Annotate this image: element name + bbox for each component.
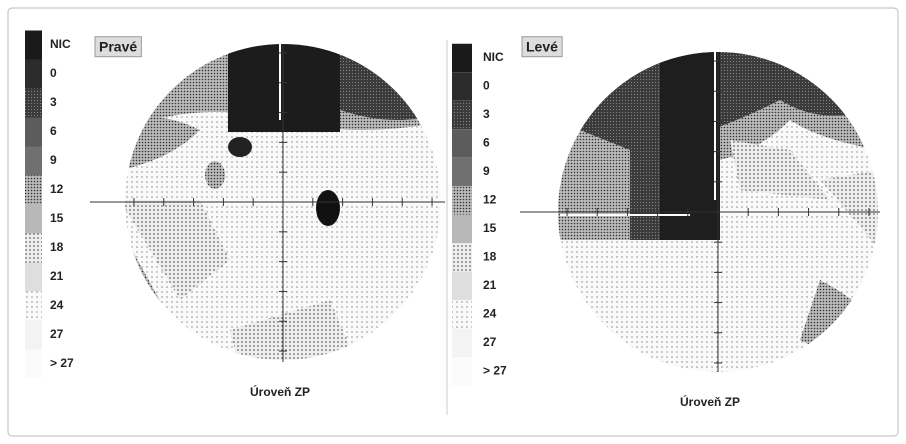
legend-label: 6 [483, 136, 490, 150]
legend-label: 12 [50, 182, 64, 196]
legend-swatch [25, 117, 42, 147]
legend-swatch [452, 328, 472, 358]
legend-swatch [452, 243, 472, 272]
legend-swatch [25, 30, 42, 60]
legend-swatch [452, 43, 472, 73]
legend-swatch [452, 357, 472, 386]
legend-label: 24 [483, 307, 497, 321]
legend-label: 21 [483, 278, 497, 292]
legend-label: 6 [50, 124, 57, 138]
legend-label: 0 [50, 66, 57, 80]
legend-swatch [25, 233, 42, 263]
legend-swatch [452, 214, 472, 244]
legend-label: 12 [483, 193, 497, 207]
axes-left-eye [520, 52, 880, 372]
legend-label: 27 [483, 335, 497, 349]
legend-swatch [452, 157, 472, 187]
legend-swatch [452, 72, 472, 101]
title-box [521, 36, 563, 58]
legend-label: 15 [50, 211, 64, 225]
legend-swatch [25, 146, 42, 176]
legend-swatch [25, 349, 42, 379]
legend-swatch [25, 320, 42, 350]
legend-label: 3 [483, 107, 490, 121]
legend-label: 21 [50, 269, 64, 283]
legend-swatch [25, 291, 42, 321]
legend-label: 27 [50, 327, 64, 341]
legend-label: NIC [483, 50, 504, 64]
legend-swatch [25, 175, 42, 205]
legend-swatch [25, 204, 42, 234]
panel-title: Levé [526, 39, 558, 55]
legend-swatch [25, 59, 42, 89]
legend-swatch [25, 88, 42, 118]
legend-swatch [452, 271, 472, 301]
legend-label: 3 [50, 95, 57, 109]
caption: Úroveň ZP [680, 394, 740, 409]
legend-label: 18 [483, 250, 497, 264]
panel-title: Pravé [99, 39, 137, 55]
legend-label: 9 [483, 164, 490, 178]
legend-swatch [452, 100, 472, 130]
legend-swatch [452, 300, 472, 329]
legend-label: 24 [50, 298, 64, 312]
caption: Úroveň ZP [250, 384, 310, 399]
legend-label: 15 [483, 221, 497, 235]
legend-swatch [452, 129, 472, 158]
axes-right-eye [90, 44, 445, 362]
legend-label: NIC [50, 37, 71, 51]
legend-label: 9 [50, 153, 57, 167]
legend-swatch [25, 262, 42, 292]
legend-swatch [452, 186, 472, 215]
blind-spot [316, 190, 340, 226]
legend-label: > 27 [483, 364, 507, 378]
legend-label: > 27 [50, 356, 74, 370]
legend-label: 18 [50, 240, 64, 254]
legend-label: 0 [483, 79, 490, 93]
title-box [94, 36, 142, 58]
